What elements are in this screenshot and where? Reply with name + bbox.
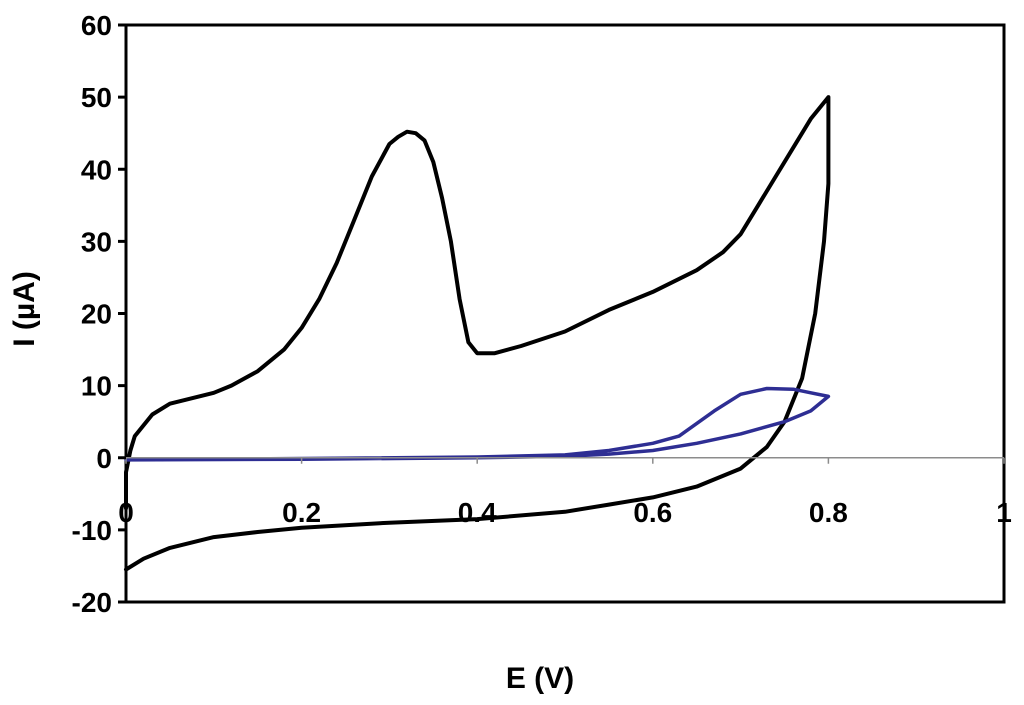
series-line-black <box>124 95 831 572</box>
y-axis: -20 -10 0 10 20 30 40 50 60 <box>72 10 126 618</box>
y-tick-label: 40 <box>81 154 112 185</box>
x-tick-label: 0.6 <box>633 497 672 528</box>
y-tick-label: -10 <box>72 515 112 546</box>
y-tick-label: 10 <box>81 371 112 402</box>
series-line-blue <box>124 386 831 462</box>
x-tick-label: 0 <box>118 497 134 528</box>
y-tick-label: 50 <box>81 82 112 113</box>
series-layer <box>124 95 831 572</box>
y-tick-label: 0 <box>96 443 112 474</box>
y-tick-label: -20 <box>72 587 112 618</box>
x-axis-title: E (V) <box>506 662 574 695</box>
x-tick-label: 1 <box>996 497 1012 528</box>
x-tick-label: 0.4 <box>458 497 497 528</box>
x-axis: 0 0.2 0.4 0.6 0.8 1 <box>118 457 1012 528</box>
x-tick-label: 0.2 <box>282 497 321 528</box>
x-tick-label: 0.8 <box>809 497 848 528</box>
y-axis-title: I (µA) <box>8 271 41 347</box>
y-tick-label: 20 <box>81 299 112 330</box>
y-tick-label: 30 <box>81 226 112 257</box>
y-tick-label: 60 <box>81 10 112 41</box>
